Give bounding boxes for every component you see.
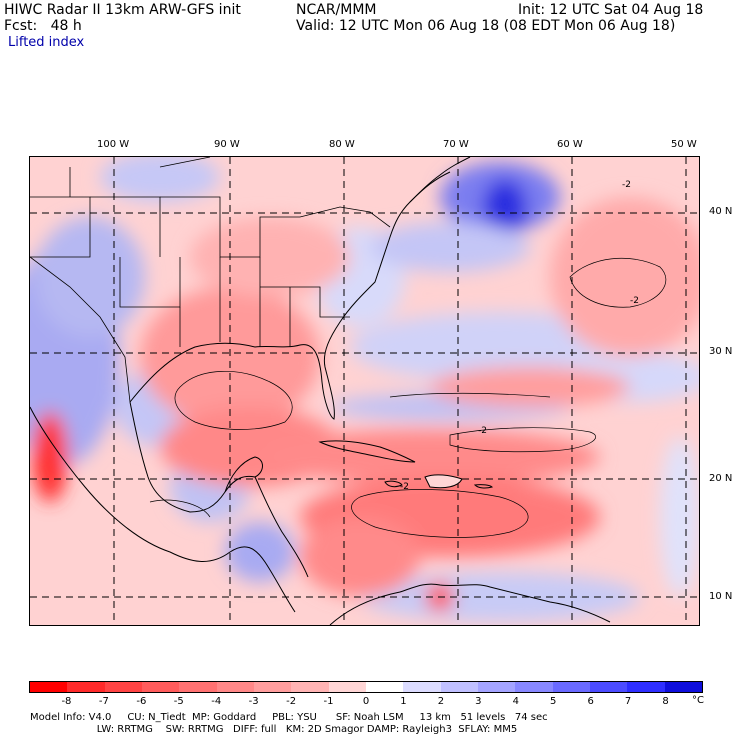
source-label: NCAR/MMM [296, 2, 377, 18]
lat-label-30n: 30 N [709, 346, 733, 357]
map-canvas: -2 -2 -2 -2 [30, 157, 699, 625]
color-scale-tick: -2 [286, 696, 297, 707]
field-shading [30, 157, 699, 622]
color-scale-tick: 1 [400, 696, 407, 707]
coastlines [30, 157, 611, 625]
lon-label-50w: 50 W [671, 139, 697, 150]
color-scale-tick: 8 [662, 696, 669, 707]
color-swatch [440, 682, 478, 692]
color-scale-tick: -5 [173, 696, 184, 707]
color-swatch [477, 682, 516, 692]
color-scale-tick: 5 [550, 696, 557, 707]
contour-label: -2 [478, 426, 487, 436]
color-scale-tick: 6 [587, 696, 594, 707]
color-scale-tick: -6 [136, 696, 147, 707]
valid-time: Valid: 12 UTC Mon 06 Aug 18 (08 EDT Mon … [296, 18, 676, 34]
color-swatch [403, 682, 441, 692]
color-swatch [67, 682, 105, 692]
lat-label-10n: 10 N [709, 591, 733, 602]
color-swatch [141, 682, 180, 692]
color-swatch [589, 682, 628, 692]
color-scale-tick: 4 [512, 696, 519, 707]
color-swatch [627, 682, 665, 692]
color-scale-unit: °C [692, 695, 704, 706]
model-title: HIWC Radar II 13km ARW-GFS init [4, 2, 241, 18]
lat-label-20n: 20 N [709, 473, 733, 484]
color-swatch [365, 682, 404, 692]
color-scale-tick: -4 [211, 696, 222, 707]
color-scale-tick: -1 [323, 696, 334, 707]
borders [30, 157, 391, 403]
color-scale-tick: -3 [248, 696, 259, 707]
contour-label: -2 [630, 296, 639, 306]
contours [149, 257, 667, 538]
graticule [30, 157, 699, 625]
color-scale-tick: 2 [437, 696, 445, 707]
color-swatch [253, 682, 292, 692]
model-info-line2: LW: RRTMG SW: RRTMG DIFF: full KM: 2D Sm… [30, 724, 518, 735]
color-scale-tick: -8 [61, 696, 72, 707]
color-swatch [179, 682, 217, 692]
color-scale [29, 681, 703, 693]
lon-label-100w: 100 W [97, 139, 130, 150]
color-swatch [515, 682, 553, 692]
color-swatch [216, 682, 254, 692]
init-time: Init: 12 UTC Sat 04 Aug 18 [518, 2, 704, 18]
model-info-line1: Model Info: V4.0 CU: N_Tiedt MP: Goddard… [30, 712, 548, 723]
color-swatch [291, 682, 329, 692]
lon-label-60w: 60 W [557, 139, 583, 150]
color-scale-tick: 3 [475, 696, 482, 707]
color-swatch [328, 682, 366, 692]
color-scale-tick: 7 [624, 696, 632, 707]
contour-label: -2 [622, 180, 631, 190]
color-swatch [664, 682, 702, 692]
color-scale-tick: -7 [98, 696, 109, 707]
color-swatch [104, 682, 142, 692]
lon-label-80w: 80 W [329, 139, 355, 150]
lon-label-70w: 70 W [443, 139, 469, 150]
lat-label-40n: 40 N [709, 206, 733, 217]
color-swatch [552, 682, 590, 692]
field-name: Lifted index [8, 35, 85, 50]
lifted-index-map: -2 -2 -2 -2 [29, 156, 700, 626]
contour-label: -2 [400, 482, 409, 492]
lon-label-90w: 90 W [214, 139, 240, 150]
forecast-hour: Fcst: 48 h [4, 18, 82, 34]
color-swatch [30, 682, 68, 692]
color-scale-tick: 0 [362, 696, 370, 707]
contour-labels: -2 -2 -2 -2 [400, 180, 639, 492]
